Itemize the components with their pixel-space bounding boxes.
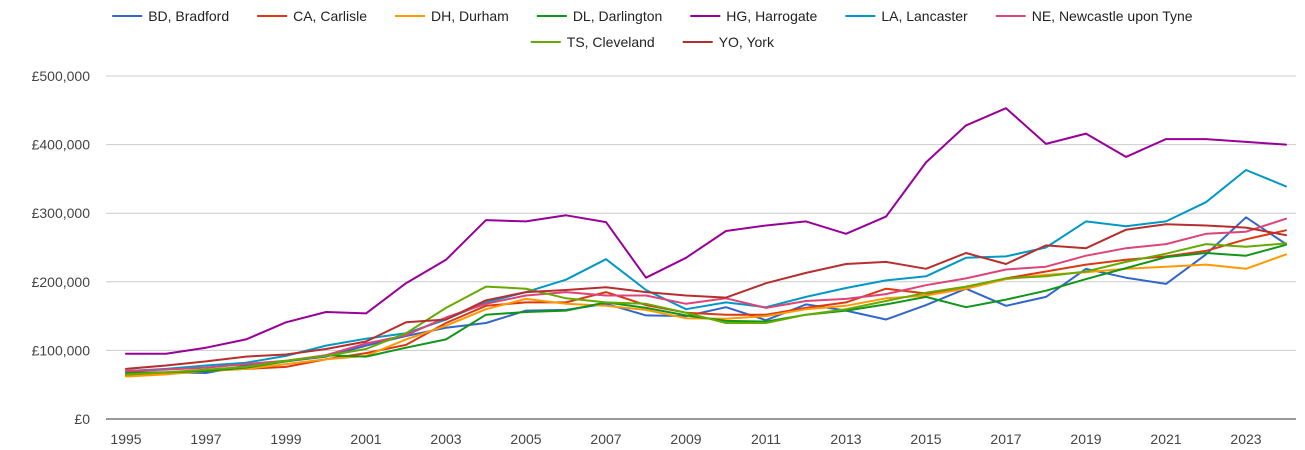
legend-item: YO, York: [682, 34, 775, 50]
legend-item: HG, Harrogate: [690, 8, 818, 24]
x-tick-label: 2023: [1230, 431, 1261, 447]
legend-item: TS, Cleveland: [530, 34, 655, 50]
x-tick-label: 1997: [190, 431, 221, 447]
series-lines: [125, 107, 1287, 378]
series-line-dl: [125, 243, 1287, 374]
y-axis-tick-labels: £0 £100,000 £200,000 £300,000 £400,000 £500,0…: [32, 68, 91, 427]
y-tick-label: £0: [74, 411, 90, 427]
legend-label: NE, Newcastle upon Tyne: [1032, 8, 1193, 24]
legend-label: BD, Bradford: [148, 8, 229, 24]
y-tick-label: £300,000: [32, 205, 91, 221]
legend-label: CA, Carlisle: [293, 8, 367, 24]
series-line-yo: [125, 223, 1287, 370]
x-tick-label: 2021: [1150, 431, 1181, 447]
y-tick-label: £500,000: [32, 68, 91, 84]
x-tick-label: 2009: [670, 431, 701, 447]
legend-label: DL, Darlington: [573, 8, 663, 24]
legend-item: LA, Lancaster: [845, 8, 968, 24]
legend-label: DH, Durham: [431, 8, 509, 24]
legend-label: YO, York: [719, 34, 775, 50]
x-axis-tick-labels: 1995 1997 1999 2001 2003 2005 2007 2009 2011 2013…: [110, 431, 1261, 447]
legend-item: NE, Newcastle upon Tyne: [995, 8, 1193, 24]
series-line-bd: [125, 216, 1287, 374]
x-tick-label: 1999: [270, 431, 301, 447]
x-tick-label: 2007: [590, 431, 621, 447]
legend-item: CA, Carlisle: [257, 8, 367, 24]
series-line-hg: [125, 107, 1287, 355]
x-tick-label: 1995: [110, 431, 141, 447]
series-line-ts: [125, 242, 1287, 376]
x-tick-label: 2001: [350, 431, 381, 447]
x-tick-label: 2015: [910, 431, 941, 447]
legend-item: DL, Darlington: [536, 8, 663, 24]
x-tick-label: 2005: [510, 431, 541, 447]
y-tick-label: £400,000: [32, 137, 91, 153]
x-tick-label: 2019: [1070, 431, 1101, 447]
x-tick-label: 2013: [830, 431, 861, 447]
y-tick-label: £100,000: [32, 342, 91, 358]
x-tick-label: 2011: [751, 431, 781, 447]
legend-label: TS, Cleveland: [567, 34, 655, 50]
legend: BD, Bradford CA, Carlisle DH, Durham DL, Da…: [112, 8, 1193, 50]
legend-label: LA, Lancaster: [881, 8, 968, 24]
y-tick-label: £200,000: [32, 274, 91, 290]
grid-lines: [106, 75, 1296, 351]
x-tick-label: 2017: [990, 431, 1021, 447]
legend-item: DH, Durham: [395, 8, 509, 24]
x-tick-label: 2003: [430, 431, 461, 447]
legend-item: BD, Bradford: [112, 8, 229, 24]
legend-label: HG, Harrogate: [726, 8, 817, 24]
series-line-la: [125, 169, 1287, 372]
series-line-ne: [125, 217, 1287, 372]
